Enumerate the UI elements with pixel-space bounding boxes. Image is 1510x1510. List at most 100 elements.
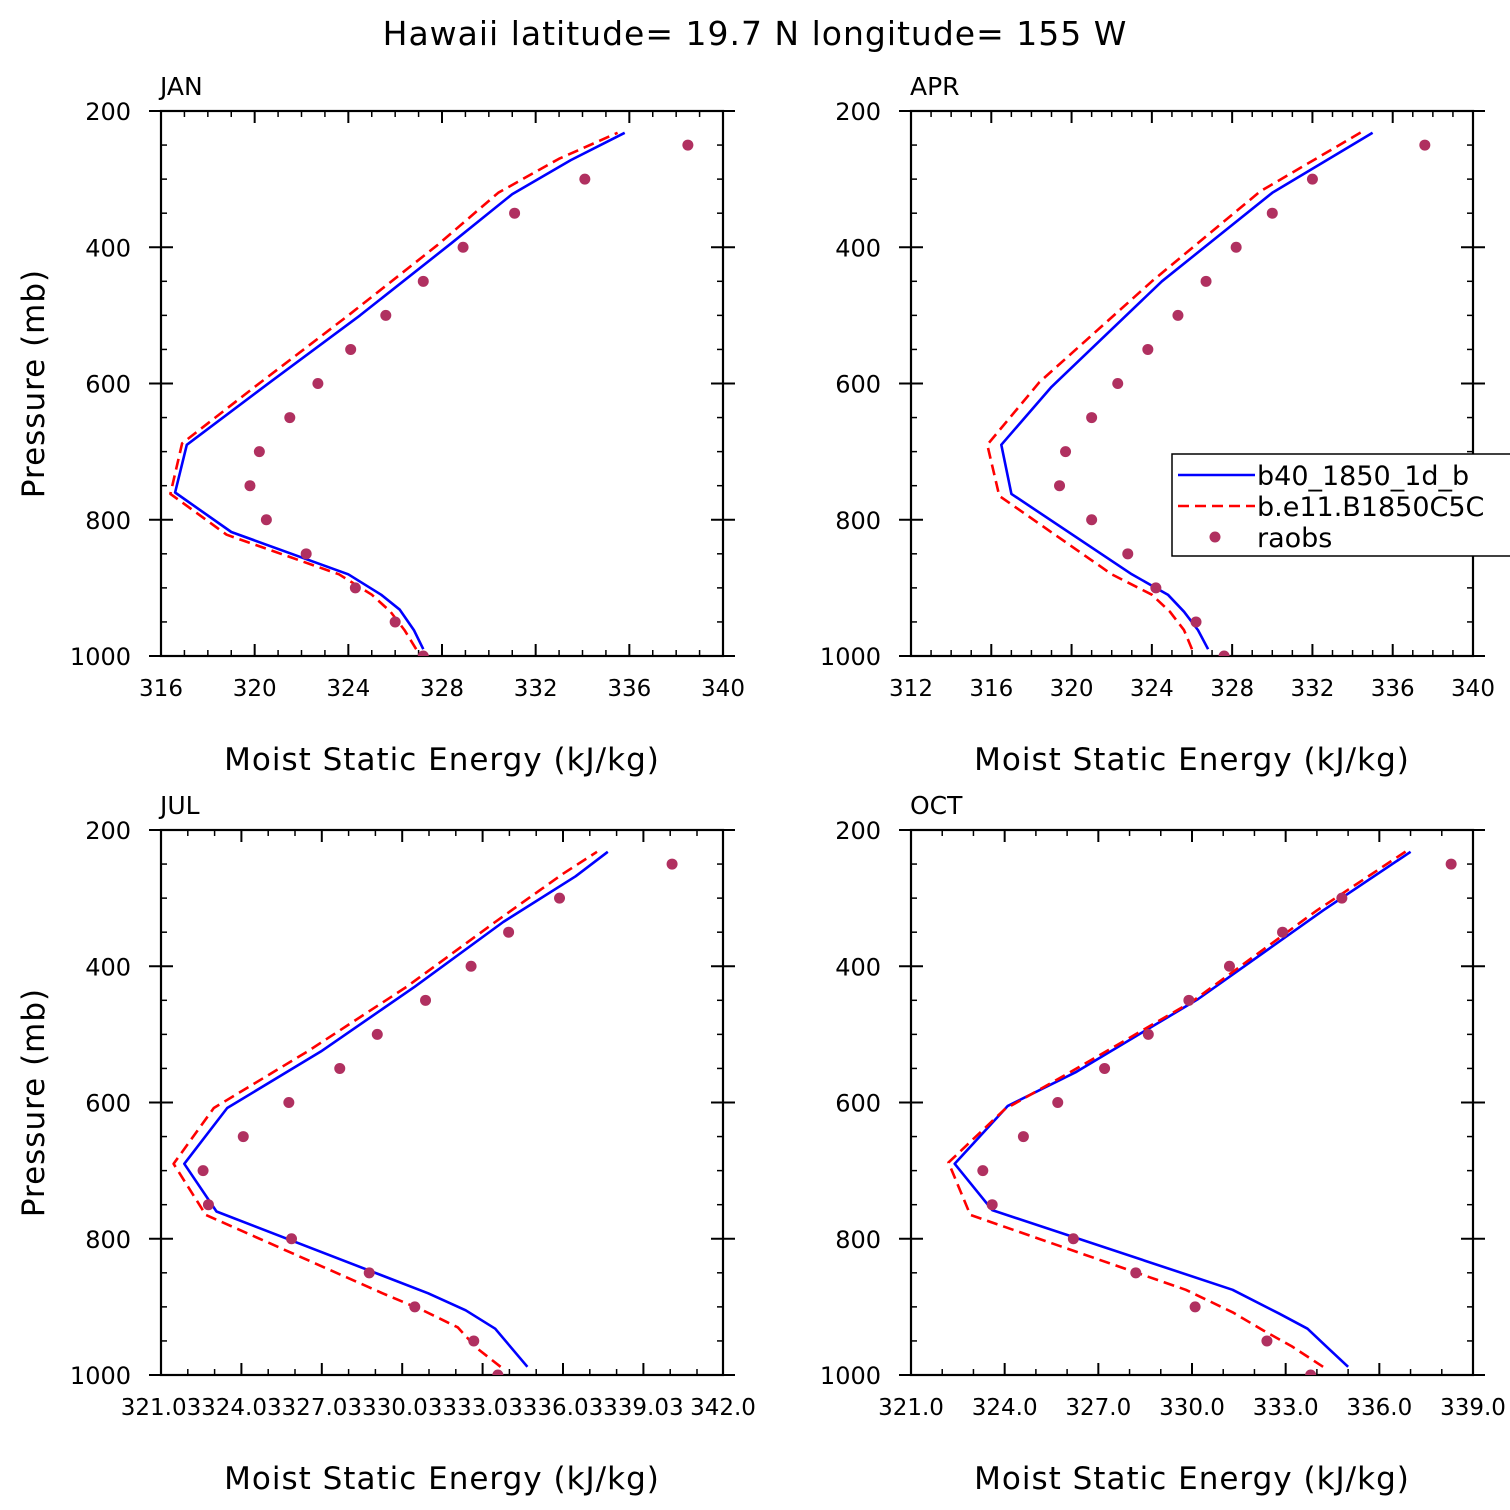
raobs-point (260, 514, 272, 526)
raobs-point (389, 616, 401, 628)
y-tick-label: 1000 (70, 1362, 131, 1390)
x-tick-label: 333.03 (442, 1395, 522, 1421)
x-tick-label: 321.0 (878, 1395, 944, 1421)
series-line-dashed (986, 130, 1364, 650)
raobs-point (1305, 1369, 1317, 1375)
raobs-point (1142, 343, 1154, 355)
raobs-point (349, 582, 361, 594)
panel-title: OCT (910, 791, 963, 820)
raobs-point (1183, 994, 1195, 1006)
raobs-point (1112, 378, 1124, 389)
x-axis-label: Moist Static Energy (kJ/kg) (224, 1461, 660, 1497)
raobs-point (1122, 548, 1134, 560)
raobs-point (1099, 1062, 1111, 1074)
raobs-point (666, 858, 678, 870)
series-line-dashed (172, 850, 598, 1368)
raobs-point (468, 1335, 480, 1347)
y-tick-label: 800 (85, 1226, 131, 1254)
series-group (986, 130, 1431, 656)
y-tick-label: 200 (835, 98, 881, 126)
raobs-point (409, 1301, 421, 1313)
y-tick-label: 1000 (820, 643, 881, 671)
series-group (172, 850, 678, 1375)
series-line-solid (953, 850, 1412, 1368)
raobs-point (197, 1165, 209, 1177)
raobs-point (1086, 412, 1098, 424)
y-tick-label: 1000 (820, 1362, 881, 1390)
x-tick-label: 320 (233, 676, 277, 702)
raobs-point (457, 241, 469, 253)
series-line-dashed (169, 131, 619, 650)
raobs-point (345, 343, 357, 355)
raobs-point (300, 548, 312, 560)
x-tick-label: 336 (1371, 676, 1415, 702)
raobs-point (986, 1199, 998, 1211)
legend-marker (1209, 531, 1221, 543)
legend-label: raobs (1257, 523, 1332, 554)
raobs-point (237, 1131, 249, 1143)
raobs-point (286, 1233, 298, 1245)
raobs-point (465, 960, 477, 972)
raobs-point (1218, 650, 1230, 656)
series-line-solid (183, 850, 609, 1368)
x-tick-label: 324 (1130, 676, 1174, 702)
x-tick-label: 320 (1050, 676, 1094, 702)
y-tick-label: 400 (85, 953, 131, 981)
plot-frame (159, 828, 725, 1377)
panel-jan: JAN 316 320 324 328 332 336 340 200 400 600 800 1000… (16, 72, 745, 778)
raobs-point (1189, 1301, 1201, 1313)
raobs-point (1130, 1267, 1142, 1279)
panel-title: JAN (158, 72, 203, 101)
raobs-point (1266, 207, 1278, 219)
raobs-point (1190, 616, 1202, 628)
y-tick-label: 400 (835, 953, 881, 981)
x-tick-label: 327.0 (1065, 1395, 1131, 1421)
y-tick-label: 1000 (70, 643, 131, 671)
panel-apr: APR 312 316 320 324 328 332 336 340 200 400 600 800 1… (820, 72, 1495, 778)
raobs-point (1445, 858, 1457, 870)
series-group (947, 849, 1457, 1375)
x-tick-label: 339.03 (603, 1395, 683, 1421)
y-tick-label: 200 (85, 817, 131, 845)
x-tick-label: 333.0 (1253, 1395, 1319, 1421)
x-tick-label: 316 (139, 676, 183, 702)
raobs-point (253, 446, 265, 458)
series-line-solid (1000, 131, 1374, 650)
y-tick-label: 200 (835, 817, 881, 845)
x-tick-label: 316 (969, 676, 1013, 702)
figure-title: Hawaii latitude= 19.7 N longitude= 155 W (383, 14, 1128, 53)
raobs-point (1172, 309, 1184, 321)
raobs-point (417, 650, 429, 656)
x-tick-label: 324 (326, 676, 370, 702)
y-tick-label: 600 (835, 371, 881, 399)
raobs-point (334, 1062, 346, 1074)
raobs-point (1086, 514, 1098, 526)
raobs-point (1230, 241, 1242, 253)
x-tick-label: 328 (420, 676, 464, 702)
raobs-point (1150, 582, 1162, 594)
x-tick-label: 332 (514, 676, 558, 702)
x-tick-label: 336.0 (1346, 1395, 1412, 1421)
x-tick-label: 342.0 (690, 1395, 756, 1421)
raobs-point (363, 1267, 375, 1279)
y-tick-label: 200 (85, 98, 131, 126)
raobs-point (284, 412, 296, 424)
x-tick-label: 336 (607, 676, 651, 702)
raobs-point (1142, 1028, 1154, 1040)
raobs-point (417, 275, 429, 287)
y-tick-label: 400 (835, 234, 881, 262)
raobs-point (1306, 173, 1318, 185)
raobs-point (371, 1028, 383, 1040)
raobs-point (1200, 275, 1212, 287)
series-group (169, 131, 694, 656)
x-tick-label: 332 (1290, 676, 1334, 702)
plot-frame (909, 109, 1475, 658)
raobs-point (420, 994, 432, 1006)
series-line-dashed (947, 849, 1409, 1368)
y-tick-label: 800 (835, 507, 881, 535)
x-axis-label: Moist Static Energy (kJ/kg) (974, 1461, 1410, 1497)
raobs-point (1067, 1233, 1079, 1245)
